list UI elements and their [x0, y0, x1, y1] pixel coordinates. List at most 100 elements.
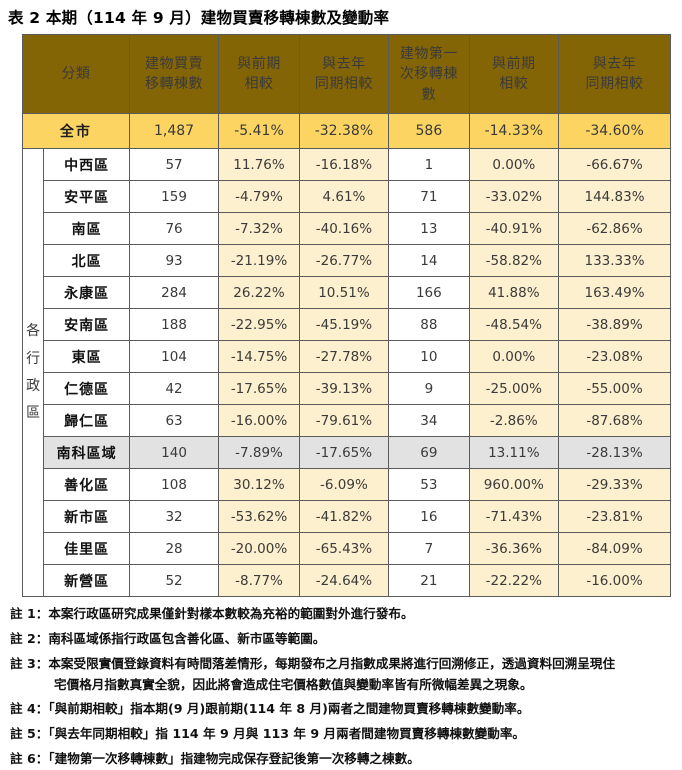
district-name: 北區 [43, 244, 130, 278]
district-name: 南區 [43, 212, 130, 246]
cell-first-vs-year: -62.86% [558, 212, 671, 246]
cell-first-transfer: 9 [388, 372, 470, 406]
cell-vs-year: -39.13% [298, 372, 390, 406]
table-row: 安南區 188 -22.95% -45.19% 88 -48.54% -38.89% [23, 308, 671, 342]
cell-transfer-count: 104 [128, 340, 220, 374]
table-row: 永康區 284 26.22% 10.51% 166 41.88% 163.49% [23, 276, 671, 310]
district-name: 佳里區 [43, 532, 130, 566]
cell-first-vs-year: -28.13% [558, 436, 671, 470]
header-vs-year-line2: 同期相較 [314, 76, 373, 93]
cell-first-vs-prev: -48.54% [468, 308, 560, 342]
cell-first-transfer: 13 [388, 212, 470, 246]
cell-vs-prev: -17.65% [218, 372, 300, 406]
table-row: 各行政區中西區 57 11.76% -16.18% 1 0.00% -66.67% [21, 148, 671, 598]
footnote-2: 註 2：南科區域係指行政區包含善化區、新市區等範圍。 [10, 631, 326, 647]
table-row: 東區 104 -14.75% -27.78% 10 0.00% -23.08% [23, 340, 671, 374]
total-first-transfer: 586 [388, 113, 470, 150]
cell-first-vs-year: -16.00% [558, 564, 671, 598]
cell-transfer-count: 188 [128, 308, 220, 342]
cell-first-vs-year: 133.33% [558, 244, 671, 278]
table-row: 仁德區 42 -17.65% -39.13% 9 -25.00% -55.00% [23, 372, 671, 406]
cell-first-vs-year: -23.08% [558, 340, 671, 374]
cell-vs-prev: -22.95% [218, 308, 300, 342]
cell-first-transfer: 53 [388, 468, 470, 502]
cell-vs-year: -41.82% [298, 500, 390, 534]
cell-vs-year: -40.16% [298, 212, 390, 246]
footnote-6: 註 6：「建物第一次移轉棟數」指建物完成保存登記後第一次移轉之棟數。 [10, 751, 420, 767]
cell-first-vs-prev: -25.00% [468, 372, 560, 406]
group-label-stack: 各行政區 [23, 318, 43, 427]
cell-first-transfer: 34 [388, 404, 470, 438]
group-label-char: 政 [26, 377, 41, 394]
cell-first-vs-year: 144.83% [558, 180, 671, 214]
cell-transfer-count: 140 [128, 436, 220, 470]
header-row: 分類 建物買賣 移轉棟數 與前期 相較 與去年 同期相較 建物第一 [22, 34, 671, 115]
cell-first-vs-year: -29.33% [558, 468, 671, 502]
cell-first-transfer: 21 [388, 564, 470, 598]
header-vs-year: 與去年 同期相較 [298, 34, 390, 115]
cell-transfer-count: 32 [128, 500, 220, 534]
cell-vs-prev: -8.77% [218, 564, 300, 598]
cell-vs-prev: -21.19% [218, 244, 300, 278]
header-first-vs-year-line1: 與去年 [592, 56, 637, 73]
cell-vs-year: 10.51% [298, 276, 390, 310]
district-name: 新市區 [43, 500, 130, 534]
cell-first-vs-prev: 0.00% [468, 148, 560, 182]
table-row: 南科區域 140 -7.89% -17.65% 69 13.11% -28.13% [23, 436, 671, 470]
total-vs-prev: -5.41% [218, 113, 300, 150]
cell-vs-prev: 30.12% [218, 468, 300, 502]
header-first-vs-prev: 與前期 相較 [468, 34, 560, 115]
cell-first-vs-year: -38.89% [558, 308, 671, 342]
cell-vs-year: -79.61% [298, 404, 390, 438]
table-container: 分類 建物買賣 移轉棟數 與前期 相較 與去年 同期相較 建物第一 [0, 34, 682, 598]
table-row: 歸仁區 63 -16.00% -79.61% 34 -2.86% -87.68% [23, 404, 671, 438]
header-vs-prev-line1: 與前期 [237, 56, 281, 73]
district-name: 中西區 [43, 148, 130, 182]
cell-first-vs-prev: 0.00% [468, 340, 560, 374]
cell-first-transfer: 14 [388, 244, 470, 278]
cell-first-vs-prev: -22.22% [468, 564, 560, 598]
district-name: 善化區 [43, 468, 130, 502]
table-row: 北區 93 -21.19% -26.77% 14 -58.82% 133.33% [23, 244, 671, 278]
cell-vs-prev: -4.79% [218, 180, 300, 214]
cell-transfer-count: 63 [128, 404, 220, 438]
cell-first-transfer: 10 [388, 340, 470, 374]
table-row: 安平區 159 -4.79% 4.61% 71 -33.02% 144.83% [23, 180, 671, 214]
cell-transfer-count: 76 [128, 212, 220, 246]
cell-transfer-count: 42 [128, 372, 220, 406]
group-label-char: 區 [26, 405, 41, 422]
table-row: 善化區 108 30.12% -6.09% 53 960.00% -29.33% [23, 468, 671, 502]
cell-vs-year: -26.77% [298, 244, 390, 278]
header-transfer-count-line2: 移轉棟數 [145, 76, 204, 93]
cell-first-transfer: 71 [388, 180, 470, 214]
footnote-1: 註 1：本案行政區研究成果僅針對樣本數較為充裕的範圍對外進行發布。 [10, 606, 414, 622]
cell-first-vs-prev: -36.36% [468, 532, 560, 566]
transfer-statistics-table: 分類 建物買賣 移轉棟數 與前期 相較 與去年 同期相較 建物第一 [21, 34, 671, 598]
cell-first-vs-year: -55.00% [558, 372, 671, 406]
district-name: 永康區 [43, 276, 130, 310]
cell-first-vs-prev: -40.91% [468, 212, 560, 246]
district-name: 新營區 [43, 564, 130, 598]
header-vs-prev-line2: 相較 [244, 76, 274, 93]
page-title: 表 2 本期（114 年 9 月）建物買賣移轉棟數及變動率 [8, 9, 390, 27]
cell-transfer-count: 159 [128, 180, 220, 214]
total-transfer-count: 1,487 [128, 113, 220, 150]
district-name: 東區 [43, 340, 130, 374]
cell-first-vs-prev: 41.88% [468, 276, 560, 310]
header-first-transfer-line2: 次移轉棟 [399, 66, 458, 83]
cell-first-vs-prev: 13.11% [468, 436, 560, 470]
cell-first-transfer: 16 [388, 500, 470, 534]
header-first-vs-prev-line2: 相較 [499, 76, 529, 93]
header-first-transfer: 建物第一 次移轉棟 數 [388, 34, 470, 115]
cell-vs-year: -16.18% [298, 148, 390, 182]
cell-vs-year: -24.64% [298, 564, 390, 598]
footnote-3: 註 3：本案受限實價登錄資料有時間落差情形，每期發布之月指數成果將進行回溯修正，… [10, 654, 672, 695]
total-first-vs-year: -34.60% [558, 113, 671, 150]
cell-first-vs-prev: -58.82% [468, 244, 560, 278]
cell-transfer-count: 93 [128, 244, 220, 278]
cell-vs-year: -6.09% [298, 468, 390, 502]
header-vs-year-line1: 與去年 [322, 56, 366, 73]
cell-transfer-count: 52 [128, 564, 220, 598]
header-first-vs-prev-line1: 與前期 [492, 56, 536, 73]
